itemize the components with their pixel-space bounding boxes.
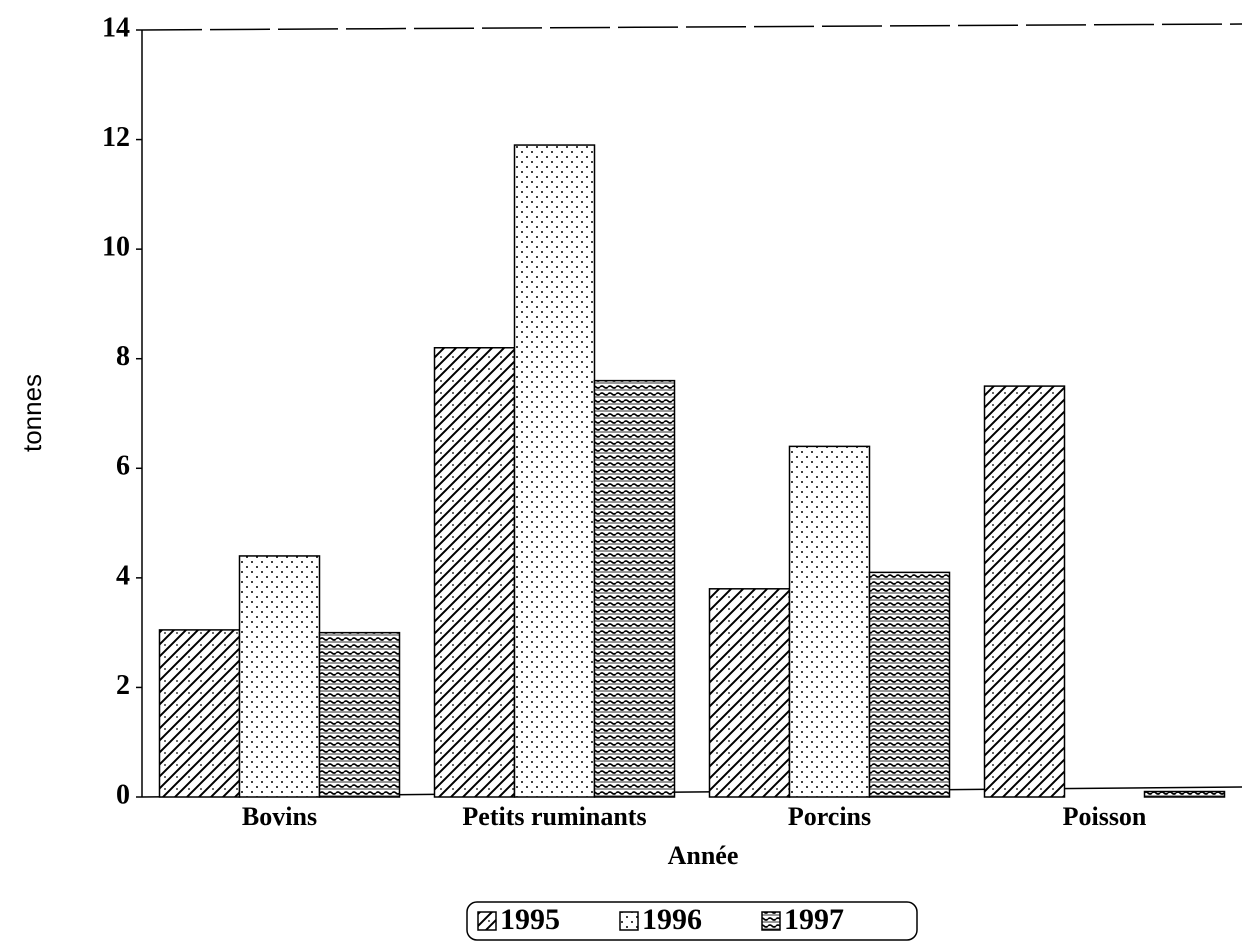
x-axis-label: Année — [668, 841, 739, 870]
legend-swatch — [761, 911, 781, 931]
legend-label: 1995 — [500, 903, 560, 936]
legend-swatch — [619, 911, 639, 931]
y-tick-label: 0 — [116, 779, 130, 810]
bar — [593, 379, 676, 798]
y-axis-label: tonnes — [17, 374, 47, 452]
legend-label: 1996 — [642, 903, 702, 936]
bar — [868, 571, 951, 798]
y-tick-label: 12 — [102, 122, 130, 153]
bar — [1143, 790, 1226, 798]
y-tick-label: 10 — [102, 232, 130, 263]
x-tick-label: Porcins — [788, 802, 871, 831]
bar — [318, 631, 401, 798]
bar — [433, 347, 516, 798]
y-tick-label: 4 — [116, 560, 130, 591]
bar — [238, 555, 321, 798]
bar — [158, 629, 241, 798]
x-tick-label: Poisson — [1063, 802, 1147, 831]
bar — [788, 445, 871, 798]
top-border — [141, 23, 1243, 31]
legend-label: 1997 — [784, 903, 844, 936]
x-tick-label: Petits ruminants — [462, 802, 646, 831]
bar — [513, 144, 596, 798]
legend-swatch — [477, 911, 497, 931]
y-tick-label: 6 — [116, 451, 130, 482]
bar — [708, 588, 791, 798]
x-tick-label: Bovins — [242, 802, 317, 831]
y-tick-label: 8 — [116, 341, 130, 372]
y-tick-label: 2 — [116, 670, 130, 701]
y-tick-label: 14 — [102, 12, 130, 43]
legend-box — [466, 901, 918, 941]
bar — [983, 385, 1066, 798]
